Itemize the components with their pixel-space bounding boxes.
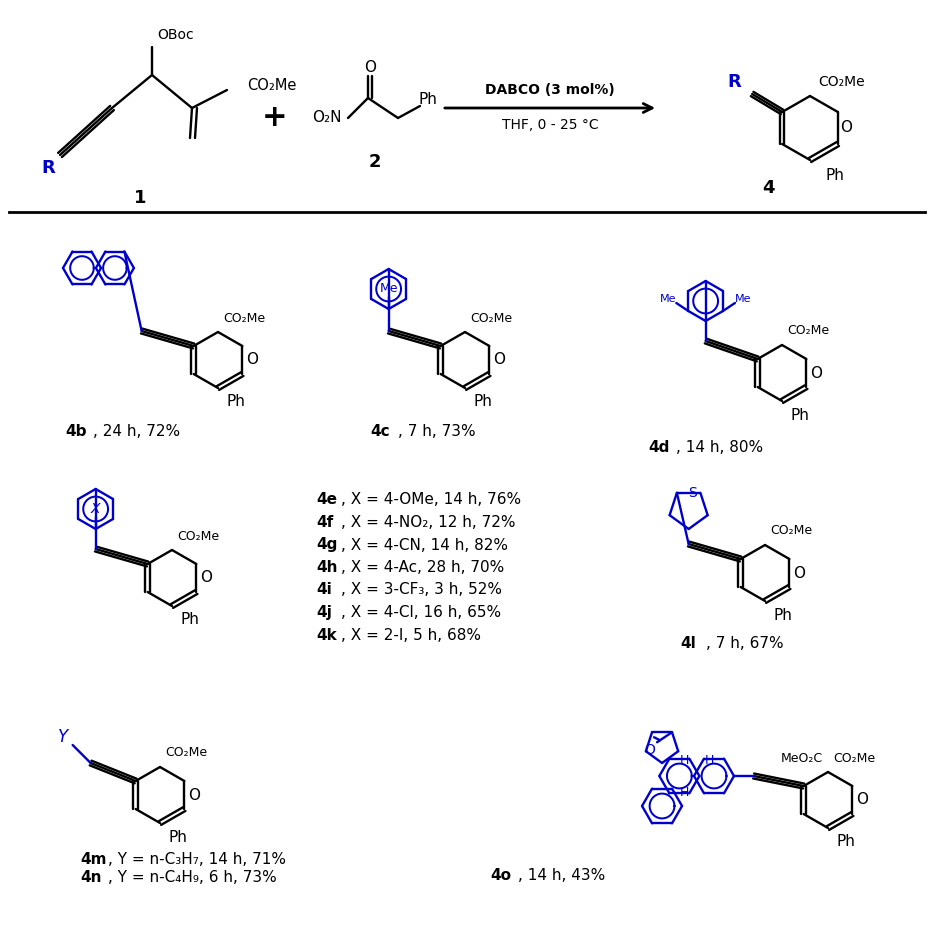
Text: Ph: Ph xyxy=(837,835,856,850)
Text: +: + xyxy=(262,103,288,132)
Text: , 24 h, 72%: , 24 h, 72% xyxy=(93,425,180,440)
Text: CO₂Me: CO₂Me xyxy=(833,751,875,764)
Text: Me: Me xyxy=(735,294,751,304)
Text: , X = 4-NO₂, 12 h, 72%: , X = 4-NO₂, 12 h, 72% xyxy=(341,515,516,530)
Text: , 7 h, 73%: , 7 h, 73% xyxy=(398,425,475,440)
Text: Ph: Ph xyxy=(418,93,437,108)
Text: , Y = n-C₄H₉, 6 h, 73%: , Y = n-C₄H₉, 6 h, 73% xyxy=(108,870,276,885)
Text: , Y = n-C₃H₇, 14 h, 71%: , Y = n-C₃H₇, 14 h, 71% xyxy=(108,853,286,868)
Text: CO₂Me: CO₂Me xyxy=(770,524,813,537)
Text: R: R xyxy=(41,159,55,177)
Text: 1: 1 xyxy=(134,189,147,207)
Text: O: O xyxy=(201,570,212,585)
Text: 4m: 4m xyxy=(80,853,106,868)
Text: O: O xyxy=(247,353,259,368)
Text: 4b: 4b xyxy=(65,425,87,440)
Text: CO₂Me: CO₂Me xyxy=(247,79,296,94)
Text: Y: Y xyxy=(58,728,67,746)
Text: H: H xyxy=(704,753,714,766)
Text: Ph: Ph xyxy=(168,829,188,844)
Text: R: R xyxy=(728,73,741,91)
Text: 4o: 4o xyxy=(490,868,511,883)
Text: H: H xyxy=(680,753,689,766)
Text: 4e: 4e xyxy=(316,492,337,507)
Text: 4g: 4g xyxy=(316,537,337,552)
Text: CO₂Me: CO₂Me xyxy=(470,311,512,325)
Text: , X = 4-Ac, 28 h, 70%: , X = 4-Ac, 28 h, 70% xyxy=(341,560,504,575)
Text: 4k: 4k xyxy=(316,628,337,643)
Text: O: O xyxy=(644,743,656,757)
Text: 4j: 4j xyxy=(316,605,332,620)
Text: CO₂Me: CO₂Me xyxy=(223,311,265,325)
Text: 4c: 4c xyxy=(370,425,389,440)
Text: 4d: 4d xyxy=(648,441,670,456)
Text: 4h: 4h xyxy=(316,560,337,575)
Text: , X = 4-Cl, 16 h, 65%: , X = 4-Cl, 16 h, 65% xyxy=(341,605,502,620)
Text: , X = 4-CN, 14 h, 82%: , X = 4-CN, 14 h, 82% xyxy=(341,537,508,552)
Text: O: O xyxy=(793,566,805,581)
Text: O: O xyxy=(840,120,852,135)
Text: OBoc: OBoc xyxy=(157,28,193,42)
Text: 4l: 4l xyxy=(680,636,696,650)
Text: , 14 h, 80%: , 14 h, 80% xyxy=(676,441,763,456)
Text: 4: 4 xyxy=(762,179,774,197)
Text: THF, 0 - 25 °C: THF, 0 - 25 °C xyxy=(502,118,599,132)
Text: O: O xyxy=(189,788,201,803)
Text: 4n: 4n xyxy=(80,870,102,885)
Text: MeO₂C: MeO₂C xyxy=(781,751,823,764)
Text: H: H xyxy=(680,785,689,798)
Text: , 7 h, 67%: , 7 h, 67% xyxy=(706,636,784,650)
Text: O: O xyxy=(856,793,869,808)
Text: DABCO (3 mol%): DABCO (3 mol%) xyxy=(485,83,615,97)
Text: Ph: Ph xyxy=(227,395,246,410)
Text: O: O xyxy=(811,366,822,381)
Text: Ph: Ph xyxy=(773,608,792,623)
Text: 4f: 4f xyxy=(316,515,333,530)
Text: Ph: Ph xyxy=(826,168,844,183)
Text: O: O xyxy=(364,60,376,75)
Text: CO₂Me: CO₂Me xyxy=(165,747,207,760)
Text: CO₂Me: CO₂Me xyxy=(177,529,219,542)
Text: Ph: Ph xyxy=(180,613,200,628)
Text: Ph: Ph xyxy=(790,407,810,422)
Text: Me: Me xyxy=(379,282,398,295)
Text: , X = 3-CF₃, 3 h, 52%: , X = 3-CF₃, 3 h, 52% xyxy=(341,582,502,598)
Text: Me: Me xyxy=(660,294,676,304)
Text: 2: 2 xyxy=(369,153,381,171)
Text: Ph: Ph xyxy=(474,395,492,410)
Text: , X = 2-I, 5 h, 68%: , X = 2-I, 5 h, 68% xyxy=(341,628,481,643)
Text: , 14 h, 43%: , 14 h, 43% xyxy=(518,868,605,883)
Text: X: X xyxy=(91,502,100,516)
Text: CO₂Me: CO₂Me xyxy=(787,325,829,338)
Text: O: O xyxy=(493,353,505,368)
Text: CO₂Me: CO₂Me xyxy=(818,75,865,89)
Text: S: S xyxy=(688,486,697,500)
Text: , X = 4-OMe, 14 h, 76%: , X = 4-OMe, 14 h, 76% xyxy=(341,492,521,507)
Text: O₂N: O₂N xyxy=(312,111,342,126)
Text: 4i: 4i xyxy=(316,582,332,598)
